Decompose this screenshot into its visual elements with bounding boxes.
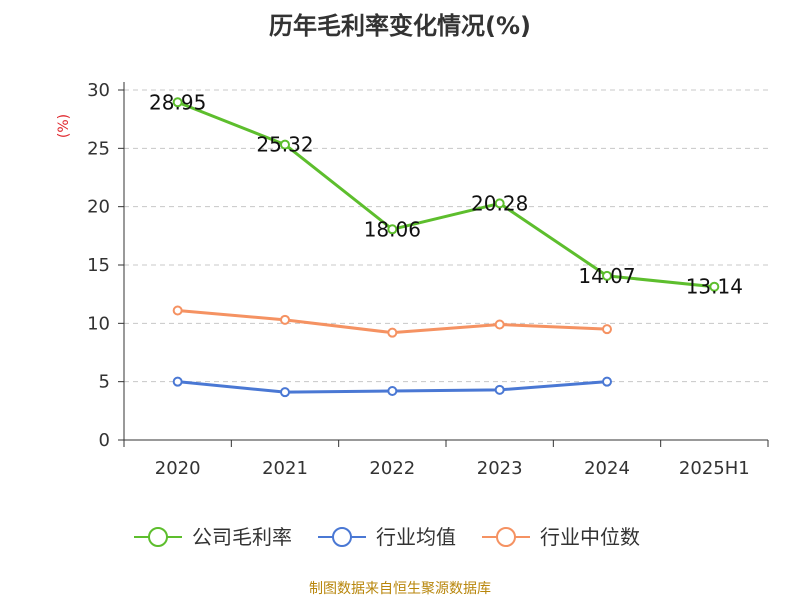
x-tick-label: 2021 bbox=[262, 458, 308, 479]
x-tick-label: 2025H1 bbox=[679, 458, 750, 479]
data-label: 20.28 bbox=[471, 191, 528, 215]
tick-labels: 0 5 10 15 20 25 30 2020 2021 2022 2023 2024 2025H1 bbox=[87, 80, 750, 479]
y-tick-label: 10 bbox=[87, 313, 110, 334]
data-point bbox=[602, 324, 612, 335]
data-point bbox=[602, 376, 612, 387]
data-point bbox=[494, 198, 505, 209]
series-line bbox=[177, 100, 715, 289]
legend-label: 行业均值 bbox=[376, 525, 456, 549]
x-tick-label: 2024 bbox=[584, 458, 630, 479]
y-tick-label: 15 bbox=[87, 255, 110, 276]
data-label: 14.07 bbox=[578, 264, 635, 288]
legend: 公司毛利率 行业均值 行业中位数 bbox=[134, 525, 640, 549]
chart-title: 历年毛利率变化情况(%) bbox=[269, 12, 531, 40]
x-tick-label: 2022 bbox=[369, 458, 415, 479]
y-tick-label: 20 bbox=[87, 197, 110, 218]
data-point bbox=[494, 319, 505, 330]
data-point bbox=[172, 376, 183, 387]
grid-lines bbox=[124, 89, 768, 383]
data-point bbox=[709, 281, 720, 292]
data-label: 18.06 bbox=[364, 217, 421, 241]
y-tick-label: 0 bbox=[99, 430, 110, 451]
legend-marker bbox=[148, 527, 168, 547]
data-point bbox=[387, 224, 398, 235]
x-tick-label: 2020 bbox=[155, 458, 201, 479]
data-point bbox=[172, 97, 183, 108]
y-tick-label: 30 bbox=[87, 80, 110, 101]
axes bbox=[118, 82, 769, 447]
legend-marker bbox=[332, 527, 352, 547]
data-point bbox=[172, 305, 183, 316]
x-tick-label: 2023 bbox=[477, 458, 523, 479]
data-point bbox=[280, 314, 290, 325]
data-labels: 28.95 25.32 18.06 20.28 14.07 13.14 bbox=[149, 90, 743, 298]
y-axis-unit-label: (%) bbox=[56, 114, 72, 138]
y-tick-label: 25 bbox=[87, 138, 110, 159]
legend-marker bbox=[496, 527, 516, 547]
data-point bbox=[387, 386, 398, 396]
series-lines bbox=[172, 97, 720, 398]
legend-label: 行业中位数 bbox=[540, 525, 640, 549]
source-note: 制图数据来自恒生聚源数据库 bbox=[309, 581, 491, 597]
data-point bbox=[280, 387, 290, 398]
y-tick-label: 5 bbox=[99, 372, 110, 393]
data-label: 28.95 bbox=[149, 90, 206, 114]
data-point bbox=[280, 139, 290, 150]
data-label: 25.32 bbox=[256, 133, 313, 157]
data-point bbox=[494, 384, 505, 395]
data-point bbox=[387, 327, 398, 338]
data-label: 13.14 bbox=[686, 275, 743, 299]
legend-label: 公司毛利率 bbox=[192, 525, 292, 549]
data-point bbox=[602, 270, 612, 281]
